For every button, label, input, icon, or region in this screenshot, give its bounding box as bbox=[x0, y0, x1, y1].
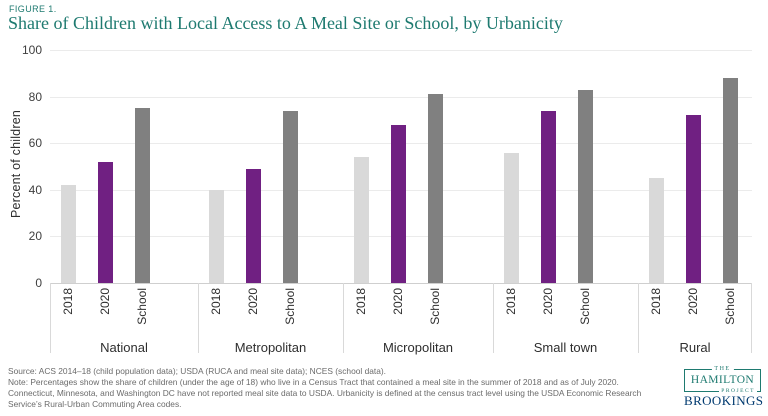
bar-tick-label-2018: 2018 bbox=[354, 288, 368, 315]
group-metropolitan: 2018 2020 School Metropolitan bbox=[198, 50, 343, 360]
bar-tick-label-2018: 2018 bbox=[504, 288, 518, 315]
group-small-town: 2018 2020 School Small town bbox=[493, 50, 638, 360]
y-tick-80: 80 bbox=[28, 89, 42, 104]
bar-small-town-2018 bbox=[504, 152, 519, 283]
y-tick-40: 40 bbox=[28, 182, 42, 197]
source-notes: Source: ACS 2014–18 (child population da… bbox=[8, 366, 684, 410]
bar-rural-2020 bbox=[686, 115, 701, 283]
y-tick-0: 0 bbox=[35, 276, 42, 290]
bar-tick-label-2020: 2020 bbox=[246, 288, 260, 315]
bar-tick-label-2020: 2020 bbox=[391, 288, 405, 315]
bar-rural-2018 bbox=[649, 178, 664, 283]
plot-area: 2018 2020 School National 2018 2020 School Metr… bbox=[50, 50, 752, 410]
bar-micropolitan-2020 bbox=[391, 124, 406, 283]
chart-title: Share of Children with Local Access to A… bbox=[8, 13, 563, 33]
category-separator-5 bbox=[751, 283, 752, 353]
bar-rural-school bbox=[723, 77, 738, 283]
y-axis-title: Percent of children bbox=[9, 110, 23, 219]
category-label: Micropolitan bbox=[382, 340, 454, 355]
bar-metropolitan-2020 bbox=[246, 168, 261, 283]
gridline-80 bbox=[50, 96, 752, 98]
category-separator-2 bbox=[343, 283, 344, 353]
bar-tick-label-school: School bbox=[283, 288, 297, 325]
bar-small-town-2020 bbox=[541, 110, 556, 283]
bar-tick-label-school: School bbox=[135, 288, 149, 325]
bar-tick-label-2018: 2018 bbox=[209, 288, 223, 315]
bar-national-school bbox=[135, 108, 150, 283]
bar-tick-label-2020: 2020 bbox=[541, 288, 555, 315]
bar-tick-label-2020: 2020 bbox=[98, 288, 112, 315]
hamilton-logo-name: HAMILTON bbox=[690, 374, 755, 386]
category-separator-1 bbox=[198, 283, 199, 353]
category-label: Small town bbox=[533, 340, 598, 355]
category-label: Metropolitan bbox=[234, 340, 307, 355]
group-rural: 2018 2020 School Rural bbox=[638, 50, 752, 360]
group-micropolitan: 2018 2020 School Micropolitan bbox=[343, 50, 493, 360]
group-national: 2018 2020 School National bbox=[50, 50, 198, 360]
bar-tick-label-school: School bbox=[428, 288, 442, 325]
note-line-3: Service’s Rural-Urban Commuting Area cod… bbox=[8, 399, 182, 409]
note-line-1: Note: Percentages show the share of chil… bbox=[8, 377, 619, 387]
gridline-100 bbox=[50, 50, 752, 51]
x-axis-line bbox=[50, 283, 752, 284]
bar-micropolitan-school bbox=[428, 94, 443, 283]
hamilton-logo-the: THE bbox=[711, 365, 734, 373]
category-label: Rural bbox=[679, 340, 711, 355]
note-line-2: Connecticut, Minnesota, and Washington D… bbox=[8, 388, 642, 398]
source-line: Source: ACS 2014–18 (child population da… bbox=[8, 366, 387, 376]
bar-metropolitan-2018 bbox=[209, 189, 224, 283]
hamilton-project-logo: THE HAMILTON PROJECT bbox=[684, 365, 761, 395]
bar-tick-label-school: School bbox=[578, 288, 592, 325]
category-separator-3 bbox=[493, 283, 494, 353]
figure-label: FIGURE 1. bbox=[9, 4, 57, 14]
bar-tick-label-2020: 2020 bbox=[686, 288, 700, 315]
brookings-logo: BROOKINGS bbox=[684, 393, 764, 408]
category-label: National bbox=[100, 340, 148, 355]
bar-tick-label-2018: 2018 bbox=[649, 288, 663, 315]
y-tick-60: 60 bbox=[28, 136, 42, 151]
bar-metropolitan-school bbox=[283, 110, 298, 283]
y-tick-20: 20 bbox=[28, 229, 42, 244]
y-tick-100: 100 bbox=[21, 43, 42, 57]
bar-national-2018 bbox=[61, 185, 76, 283]
bar-tick-label-school: School bbox=[723, 288, 737, 325]
hamilton-logo-project: PROJECT bbox=[719, 388, 757, 395]
bar-small-town-school bbox=[578, 89, 593, 283]
category-separator-4 bbox=[638, 283, 639, 353]
bar-micropolitan-2018 bbox=[354, 157, 369, 283]
category-separator-0 bbox=[50, 283, 51, 353]
bar-national-2020 bbox=[98, 161, 113, 283]
bar-tick-label-2018: 2018 bbox=[61, 288, 75, 315]
